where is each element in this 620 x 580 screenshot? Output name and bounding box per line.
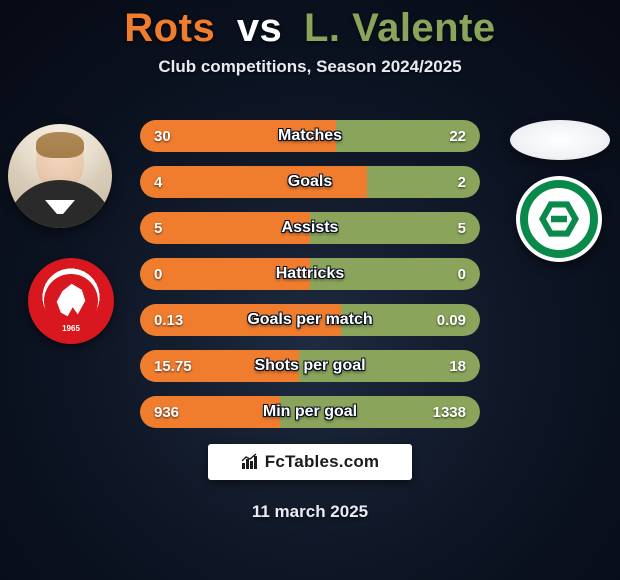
stat-row: 0.130.09Goals per match [140, 304, 480, 336]
stat-bar-fill [140, 396, 280, 428]
brand-text: FcTables.com [265, 452, 380, 472]
comparison-card: Rots vs L. Valente Club competitions, Se… [0, 0, 620, 580]
date-text: 11 march 2025 [0, 502, 620, 522]
stat-bar-fill [140, 166, 367, 198]
stat-bar-fill [140, 258, 310, 290]
club-left-badge: 1965 [28, 258, 114, 344]
club-right-badge [516, 176, 602, 262]
subtitle: Club competitions, Season 2024/2025 [0, 57, 620, 77]
player1-avatar [8, 124, 112, 228]
stats-container: 3022Matches 42Goals 55Assists 00Hattricks 0.… [140, 120, 480, 442]
bar-chart-icon [241, 453, 259, 471]
stat-row: 00Hattricks [140, 258, 480, 290]
stat-row: 9361338Min per goal [140, 396, 480, 428]
stat-row: 55Assists [140, 212, 480, 244]
club-left-year: 1965 [31, 324, 111, 333]
brand-badge[interactable]: FcTables.com [208, 444, 412, 480]
stat-row: 15.7518Shots per goal [140, 350, 480, 382]
stat-row: 3022Matches [140, 120, 480, 152]
title-player1: Rots [124, 6, 215, 50]
stat-bar-fill [140, 304, 341, 336]
stat-row: 42Goals [140, 166, 480, 198]
page-title: Rots vs L. Valente [0, 0, 620, 51]
club-left-inner [44, 274, 98, 328]
stat-bar-fill [140, 212, 310, 244]
player2-avatar-placeholder [510, 120, 610, 160]
title-player2: L. Valente [304, 6, 496, 50]
stat-bar-fill [140, 120, 336, 152]
title-vs: vs [237, 6, 283, 50]
stat-bar-fill [140, 350, 299, 382]
